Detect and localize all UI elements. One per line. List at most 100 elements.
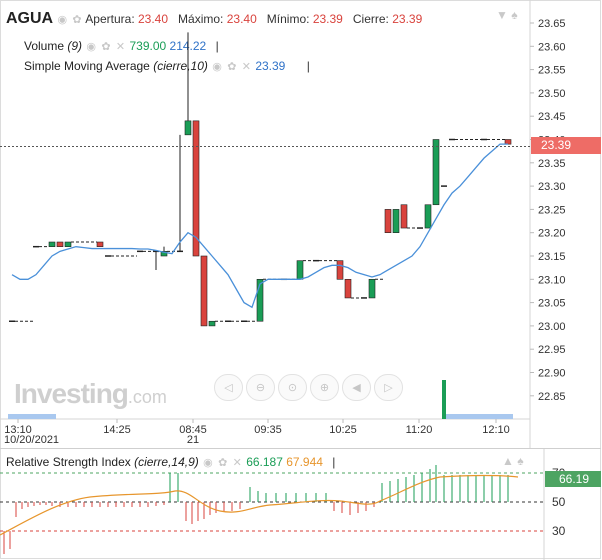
time-tick-label: 09:35	[254, 424, 282, 436]
volume-param: (9)	[67, 39, 83, 53]
rsi-legend: Relative Strength Index (cierre,14,9) ◉ …	[6, 455, 335, 469]
candle-down	[344, 278, 352, 299]
price-tick-label: 23.10	[538, 274, 566, 286]
candle-up	[368, 278, 376, 299]
price-tick-label: 23.45	[538, 111, 566, 123]
candle-down	[192, 120, 200, 257]
zoom-reset-icon[interactable]: ⊙	[278, 374, 307, 401]
zoom-in-icon[interactable]: ⊕	[310, 374, 339, 401]
spade-icon[interactable]: ♠	[511, 8, 518, 22]
pane-divider	[0, 448, 601, 449]
price-tick-label: 23.35	[538, 158, 566, 170]
close-label: Cierre:	[352, 12, 389, 26]
rsi-tick-30: 30	[552, 524, 566, 538]
eye-icon[interactable]: ◉	[212, 61, 222, 74]
time-tick-label: 11:20	[406, 424, 433, 436]
time-tick-label: 12:10	[482, 424, 510, 436]
rsi-signal-line	[0, 474, 519, 536]
scroll-left-icon[interactable]: ◁	[214, 374, 243, 401]
zoom-out-icon[interactable]: ⊖	[246, 374, 275, 401]
price-tick-label: 22.90	[538, 368, 566, 380]
candle-up	[296, 260, 304, 280]
candle-up	[392, 209, 400, 233]
low-label: Mínimo:	[266, 12, 310, 26]
rsi-chart[interactable]: 70 50 30	[0, 449, 602, 560]
candle-up	[256, 278, 264, 322]
sma-line	[11, 143, 508, 309]
candle-down	[504, 139, 512, 145]
legend-cursor: |	[332, 455, 336, 469]
candle-up	[64, 241, 72, 247]
sma-label: Simple Moving Average	[24, 59, 150, 73]
price-tick-label: 23.60	[538, 41, 566, 53]
volume-bars	[8, 380, 513, 419]
time-tick-label: 08:45	[179, 424, 207, 436]
close-icon[interactable]: ✕	[241, 61, 251, 74]
rsi-tick-50: 50	[552, 495, 566, 509]
price-tick-label: 22.95	[538, 344, 566, 356]
price-tick-label: 23.15	[538, 251, 566, 263]
rsi-value: 66.187	[246, 455, 283, 469]
close-value: 23.39	[392, 12, 423, 26]
volume-legend: Volume (9) ◉ ✿ ✕ 739.00 214.22 |	[24, 39, 219, 53]
candle-up	[432, 139, 440, 206]
open-value: 23.40	[138, 12, 169, 26]
time-tick-label: 13:10	[4, 424, 32, 436]
time-tick-label: 14:25	[103, 424, 131, 436]
open-label: Apertura:	[85, 12, 135, 26]
candle-up	[184, 120, 192, 136]
price-tick-label: 23.55	[538, 65, 566, 77]
date-tick-label: 21	[187, 434, 199, 446]
rsi-param: (cierre,14,9)	[134, 455, 199, 469]
settings-icon[interactable]: ✿	[72, 14, 82, 27]
pan-right-icon[interactable]: ▷	[374, 374, 403, 401]
legend-cursor: |	[306, 59, 310, 73]
price-tick-label: 23.25	[538, 204, 566, 216]
settings-icon[interactable]: ✿	[101, 41, 111, 54]
volume-bar	[8, 414, 56, 419]
spade-icon[interactable]: ♠	[517, 454, 524, 468]
price-tick-label: 22.85	[538, 391, 566, 403]
candle-down	[336, 260, 344, 280]
candles	[9, 32, 512, 327]
date-tick-label: 10/20/2021	[4, 434, 59, 446]
rsi-signal-value: 67.944	[286, 455, 323, 469]
volume-bar	[445, 414, 513, 419]
eye-icon[interactable]: ◉	[86, 41, 96, 54]
current-price-tag: 23.39	[531, 137, 601, 154]
down-arrow-icon[interactable]: ▼	[496, 8, 508, 22]
close-icon[interactable]: ✕	[232, 457, 242, 470]
settings-icon[interactable]: ✿	[218, 457, 228, 470]
up-arrow-icon[interactable]: ▲	[502, 454, 514, 468]
close-icon[interactable]: ✕	[115, 41, 126, 54]
price-axis-ticks: 23.6523.6023.5523.5023.4523.4023.3523.30…	[530, 18, 566, 403]
price-tick-label: 23.30	[538, 181, 566, 193]
chart-navigation: ◁ ⊖ ⊙ ⊕ ◀ ▷	[214, 374, 403, 401]
high-value: 23.40	[226, 12, 257, 26]
sma-layer	[11, 143, 508, 309]
low-value: 23.39	[312, 12, 343, 26]
high-label: Máximo:	[178, 12, 224, 26]
sma-legend: Simple Moving Average (cierre,10) ◉ ✿ ✕ …	[24, 59, 310, 73]
candle-up	[424, 204, 432, 229]
price-chart[interactable]: 23.65 23.60 23.55 23.50 23.45 23.40 23.35 23.30…	[0, 0, 602, 448]
volume-value: 739.00	[129, 39, 167, 53]
sma-param: (cierre,10)	[153, 59, 208, 73]
candle-down	[400, 204, 408, 229]
legend-cursor: |	[215, 39, 219, 53]
candle-up	[208, 320, 216, 327]
eye-icon[interactable]: ◉	[203, 457, 213, 470]
rsi-current-tag: 66.19	[545, 471, 601, 487]
volume-label: Volume	[24, 39, 65, 53]
candle-up	[160, 251, 168, 257]
pan-left-icon[interactable]: ◀	[342, 374, 371, 401]
price-tick-label: 23.05	[538, 298, 566, 310]
candle-down	[384, 209, 392, 233]
time-tick-label: 10:25	[329, 424, 357, 436]
eye-icon[interactable]: ◉	[57, 14, 68, 27]
candle-down	[200, 255, 208, 327]
price-tick-label: 23.00	[538, 321, 566, 333]
settings-icon[interactable]: ✿	[227, 61, 237, 74]
